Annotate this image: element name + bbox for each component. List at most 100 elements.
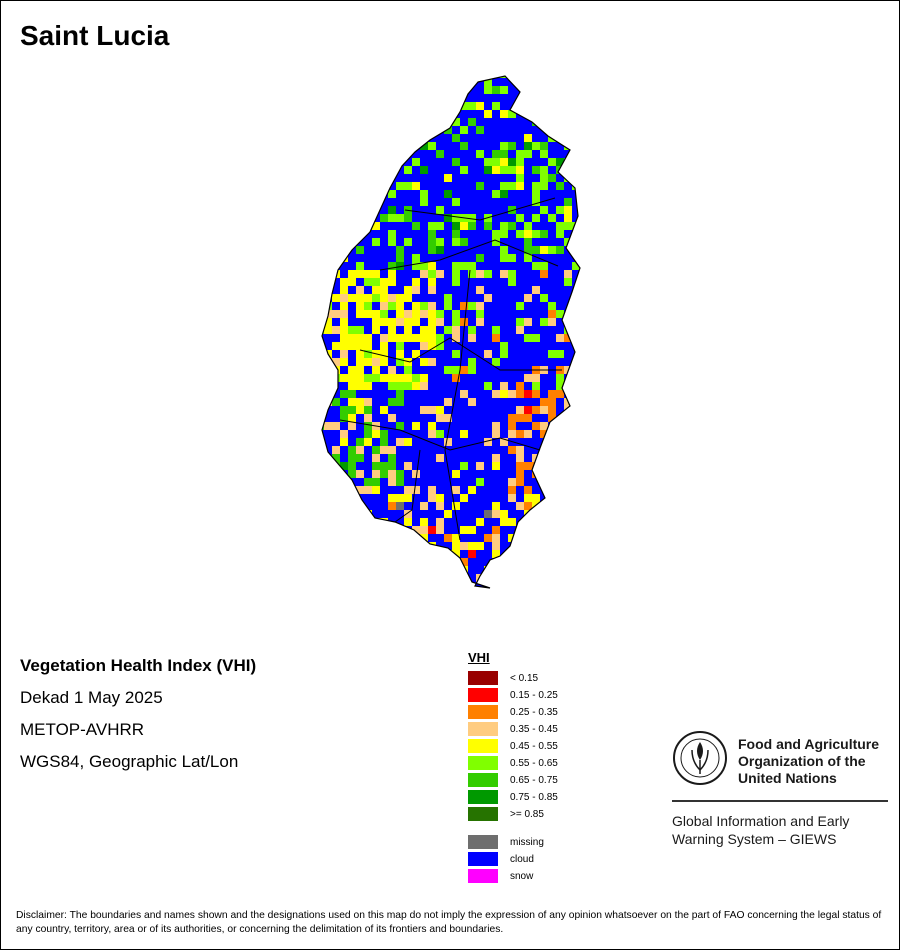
raster-cell <box>588 494 596 502</box>
raster-cell <box>580 86 588 94</box>
raster-cell <box>596 206 600 214</box>
raster-cell <box>572 76 580 78</box>
raster-cell <box>516 254 524 262</box>
raster-cell <box>348 358 356 366</box>
raster-cell <box>322 374 324 382</box>
raster-cell <box>548 542 556 550</box>
raster-cell <box>444 502 452 510</box>
raster-cell <box>508 398 516 406</box>
raster-cell <box>380 566 388 574</box>
raster-cell <box>404 278 412 286</box>
raster-cell <box>388 334 396 342</box>
raster-cell <box>372 294 380 302</box>
raster-cell <box>388 366 396 374</box>
raster-cell <box>524 374 532 382</box>
raster-cell <box>468 158 476 166</box>
raster-cell <box>572 414 580 422</box>
raster-cell <box>300 366 308 374</box>
raster-cell <box>572 166 580 174</box>
raster-cell <box>596 142 600 150</box>
raster-cell <box>580 142 588 150</box>
raster-cell <box>324 206 332 214</box>
raster-cell <box>556 238 564 246</box>
raster-cell <box>356 558 364 566</box>
raster-cell <box>460 526 468 534</box>
raster-cell <box>380 478 388 486</box>
raster-cell <box>324 198 332 206</box>
raster-cell <box>452 254 460 262</box>
map-title: Saint Lucia <box>20 20 170 51</box>
legend-item: 0.75 - 0.85 <box>468 790 558 804</box>
raster-cell <box>308 494 316 502</box>
raster-cell <box>428 406 436 414</box>
raster-cell <box>356 76 364 78</box>
raster-cell <box>444 102 452 110</box>
raster-cell <box>412 350 420 358</box>
raster-cell <box>324 230 332 238</box>
raster-cell <box>532 430 540 438</box>
raster-cell <box>492 230 500 238</box>
raster-cell <box>468 438 476 446</box>
raster-cell <box>300 566 308 574</box>
raster-cell <box>548 462 556 470</box>
raster-cell <box>508 286 516 294</box>
raster-cell <box>444 550 452 558</box>
raster-cell <box>588 270 596 278</box>
raster-cell <box>460 502 468 510</box>
raster-cell <box>300 262 308 270</box>
raster-cell <box>596 542 600 550</box>
raster-cell <box>516 230 524 238</box>
raster-cell <box>460 76 468 78</box>
raster-cell <box>340 494 348 502</box>
raster-cell <box>324 526 332 534</box>
raster-cell <box>380 222 388 230</box>
raster-cell <box>380 206 388 214</box>
raster-cell <box>508 134 516 142</box>
raster-cell <box>308 582 316 590</box>
raster-cell <box>580 414 588 422</box>
raster-cell <box>364 126 372 134</box>
raster-cell <box>356 230 364 238</box>
raster-cell <box>364 182 372 190</box>
raster-cell <box>540 198 548 206</box>
raster-cell <box>572 102 580 110</box>
raster-cell <box>356 462 364 470</box>
raster-cell <box>524 414 532 422</box>
raster-cell <box>452 414 460 422</box>
raster-cell <box>564 430 572 438</box>
raster-cell <box>404 310 412 318</box>
raster-cell <box>404 454 412 462</box>
raster-cell <box>572 454 580 462</box>
raster-cell <box>492 182 500 190</box>
raster-cell <box>412 366 420 374</box>
raster-cell <box>356 438 364 446</box>
raster-cell <box>324 510 332 518</box>
raster-cell <box>300 382 308 390</box>
raster-cell <box>364 566 372 574</box>
raster-cell <box>532 526 540 534</box>
raster-cell <box>516 390 524 398</box>
raster-cell <box>412 590 420 598</box>
raster-cell <box>420 470 428 478</box>
raster-cell <box>500 310 508 318</box>
raster-cell <box>556 118 564 126</box>
raster-cell <box>308 166 316 174</box>
raster-cell <box>322 310 324 318</box>
raster-cell <box>356 406 364 414</box>
raster-cell <box>500 374 508 382</box>
raster-cell <box>452 134 460 142</box>
raster-cell <box>596 214 600 222</box>
legend-swatch <box>468 807 498 821</box>
raster-cell <box>372 590 380 598</box>
raster-cell <box>468 478 476 486</box>
raster-cell <box>460 222 468 230</box>
raster-cell <box>388 470 396 478</box>
raster-cell <box>300 70 308 78</box>
raster-cell <box>556 86 564 94</box>
raster-cell <box>412 566 420 574</box>
raster-cell <box>332 406 340 414</box>
raster-cell <box>556 94 564 102</box>
raster-cell <box>428 534 436 542</box>
raster-cell <box>460 198 468 206</box>
raster-cell <box>324 150 332 158</box>
